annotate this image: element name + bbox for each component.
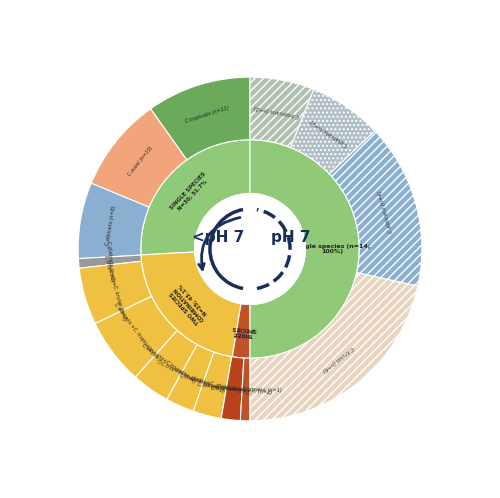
Text: C.glabrata (n=1): C.glabrata (n=1) [106,240,114,281]
Wedge shape [330,131,422,286]
Text: C.albicans (n=8): C.albicans (n=8) [106,205,118,246]
Text: pH 7: pH 7 [271,230,310,245]
Text: C.krusei (n=6): C.krusei (n=6) [322,345,354,373]
Text: C.albicans +C. tropicalis (n=7): C.albicans +C. tropicalis (n=7) [113,302,162,365]
Wedge shape [167,345,214,411]
Wedge shape [95,296,177,377]
Wedge shape [240,358,250,421]
Text: <pH 7: <pH 7 [192,230,244,245]
Text: C.ausei (n=10): C.ausei (n=10) [126,145,154,177]
Wedge shape [91,109,187,207]
Text: C.tropicalis+C. krusei (n=6): C.tropicalis+C. krusei (n=6) [103,254,127,321]
Text: C.glabrata (n=2): C.glabrata (n=2) [309,118,348,147]
Wedge shape [290,89,375,174]
Text: Single species (n=14;
100%): Single species (n=14; 100%) [294,244,370,254]
Text: C.tropicalis+C.krusei+ (n=1): C.tropicalis+C.krusei+ (n=1) [210,386,282,393]
Wedge shape [141,140,250,255]
Wedge shape [232,304,250,358]
Text: C.tropicalis+ glabrata (n=3): C.tropicalis+ glabrata (n=3) [160,361,225,393]
Text: C.tropicalis+C. glabrata (n=3): C.tropicalis+C. glabrata (n=3) [178,374,251,397]
Wedge shape [250,272,418,421]
Wedge shape [78,255,142,268]
Wedge shape [141,252,241,357]
Wedge shape [150,77,250,160]
Wedge shape [221,357,244,421]
Circle shape [194,194,306,304]
Text: TWO SPECIES
COMBINATION
N=25; 43.1%: TWO SPECIES COMBINATION N=25; 43.1% [168,282,209,326]
Text: C.albicans+C. krusei+C. (n=2): C.albicans+C. krusei+C. (n=2) [196,382,272,395]
Text: C.albicans+C.krusei (n=4): C.albicans+C.krusei (n=4) [141,343,197,384]
Wedge shape [136,331,197,399]
Wedge shape [193,352,232,418]
Wedge shape [250,140,359,358]
Wedge shape [78,183,149,258]
Wedge shape [79,261,152,324]
Wedge shape [250,77,314,147]
Text: THREE
SPECIES: THREE SPECIES [230,325,256,338]
Text: C.tropicans (n=2): C.tropicans (n=2) [253,104,300,118]
Text: C.albicans (n=4): C.albicans (n=4) [377,190,394,233]
Text: C.tropicalis (n=11): C.tropicalis (n=11) [184,106,230,124]
Text: SINGLE SPECIES
N=30; 51.7%: SINGLE SPECIES N=30; 51.7% [169,171,212,214]
